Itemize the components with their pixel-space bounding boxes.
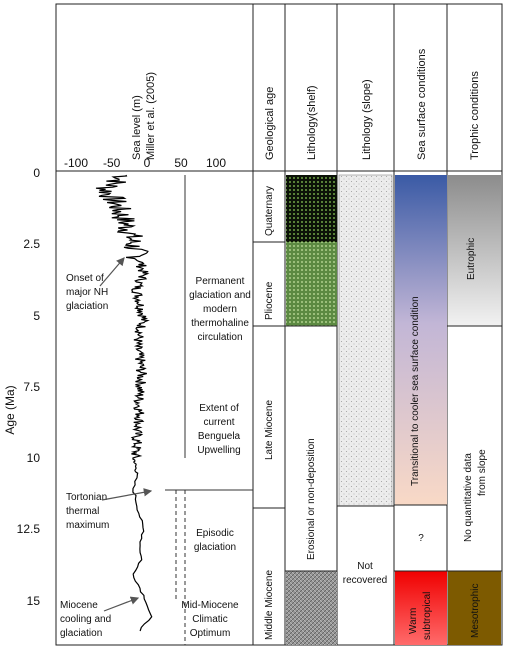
annotation-mid-miocene: Mid-Miocene Climatic Optimum [181,600,239,639]
y-tick-label: 0 [33,166,40,180]
header-geological-age: Geological age [264,87,276,160]
not-recovered-label: Not [357,561,373,572]
age-late-miocene: Late Miocene [264,400,275,460]
y-tick-label: 12.5 [17,522,41,536]
x-tick-label: 50 [174,156,188,170]
svg-text:cooling and: cooling and [60,614,111,625]
svg-text:glaciation: glaciation [60,628,102,639]
annotation-benguela: Extent of current Benguela Upwelling [197,403,240,456]
svg-text:circulation: circulation [197,332,242,343]
svg-text:Mid-Miocene: Mid-Miocene [181,600,239,611]
svg-text:glaciation: glaciation [194,542,236,553]
not-recovered-label: recovered [343,575,387,586]
svg-text:modern: modern [203,304,237,315]
annotation-onset: Onset of major NH glaciation [66,257,125,312]
warm-label: subtropical [422,592,433,640]
header-sea-surface: Sea surface conditions [416,48,428,160]
svg-text:maximum: maximum [66,520,109,531]
svg-text:Tortonian: Tortonian [66,492,107,503]
transition-label: Transitional to cooler sea surface condi… [410,296,421,486]
svg-text:glaciation: glaciation [66,301,108,312]
x-axis-ticks: -100 -50 0 50 100 [64,156,226,170]
annotation-permanent: Permanent glaciation and modern thermoha… [189,276,251,343]
age-middle-miocene: Middle Miocene [264,570,275,640]
age-pliocene: Pliocene [264,281,275,320]
shelf-lithology-column: Erosional or non-deposition [285,175,337,645]
svg-text:Onset of: Onset of [66,273,104,284]
svg-text:Upwelling: Upwelling [197,445,240,456]
sea-level-series-line [95,174,153,632]
shelf-layer-middle-miocene [286,571,337,645]
warm-subtropical-band [395,571,447,645]
annotation-tortonian: Tortonian thermal maximum [66,488,153,531]
sea-transition-band [395,175,447,505]
svg-text:Climatic: Climatic [192,614,228,625]
svg-text:Episodic: Episodic [196,528,234,539]
sea-level-title: Sea level (m) [131,95,143,160]
warm-label: Warm [408,608,419,634]
svg-text:glaciation and: glaciation and [189,290,251,301]
x-tick-label: -100 [64,156,88,170]
eutrophic-band [448,175,501,326]
age-quaternary: Quaternary [264,186,275,236]
svg-text:Extent of: Extent of [199,403,239,414]
geological-age-column: Quaternary Pliocene Late Miocene Middle … [253,186,285,640]
svg-text:current: current [203,417,234,428]
outer-frame [55,3,503,646]
svg-text:Miocene: Miocene [60,600,98,611]
sea-level-curve [95,174,153,632]
svg-text:thermal: thermal [66,506,99,517]
shelf-layer-quaternary [286,175,337,242]
annotation-miocene-cooling: Miocene cooling and glaciation [60,596,140,639]
eutrophic-label: Eutrophic [466,238,477,280]
y-tick-label: 15 [27,594,41,608]
mesotrophic-band [448,571,501,645]
y-axis-label: Age (Ma) [3,385,17,434]
sea-surface-column: Transitional to cooler sea surface condi… [394,175,447,645]
x-tick-label: -50 [103,156,121,170]
slope-sediment [338,174,393,507]
header-trophic: Trophic conditions [469,71,481,160]
shelf-layer-pliocene [286,242,337,326]
mesotrophic-label: Mesotrophic [470,584,481,638]
svg-text:Benguela: Benguela [198,431,241,442]
x-tick-label: 0 [144,156,151,170]
annotation-episodic: Episodic glaciation [194,528,236,553]
slope-lithology-column: Not recovered [337,174,394,586]
svg-text:major NH: major NH [66,287,108,298]
no-data-label: No quantitative data [463,453,474,542]
y-tick-label: 5 [33,309,40,323]
question-mark: ? [418,533,424,544]
svg-text:thermohaline: thermohaline [191,318,249,329]
trophic-column: Eutrophic No quantitative data from slop… [447,175,502,645]
y-axis-ticks: 0 2.5 5 7.5 10 12.5 15 [17,166,41,608]
header-lithology-slope: Lithology (slope) [361,79,373,160]
y-tick-label: 2.5 [23,237,40,251]
header-lithology-shelf: Lithology(shelf) [306,85,318,160]
svg-text:Permanent: Permanent [196,276,245,287]
x-tick-label: 100 [206,156,226,170]
no-data-label: from slope [477,449,488,496]
y-tick-label: 10 [27,451,41,465]
erosional-label: Erosional or non-deposition [306,438,317,560]
svg-text:Optimum: Optimum [190,628,231,639]
sea-level-source: Miller et al. (2005) [145,72,157,160]
y-tick-label: 7.5 [23,380,40,394]
